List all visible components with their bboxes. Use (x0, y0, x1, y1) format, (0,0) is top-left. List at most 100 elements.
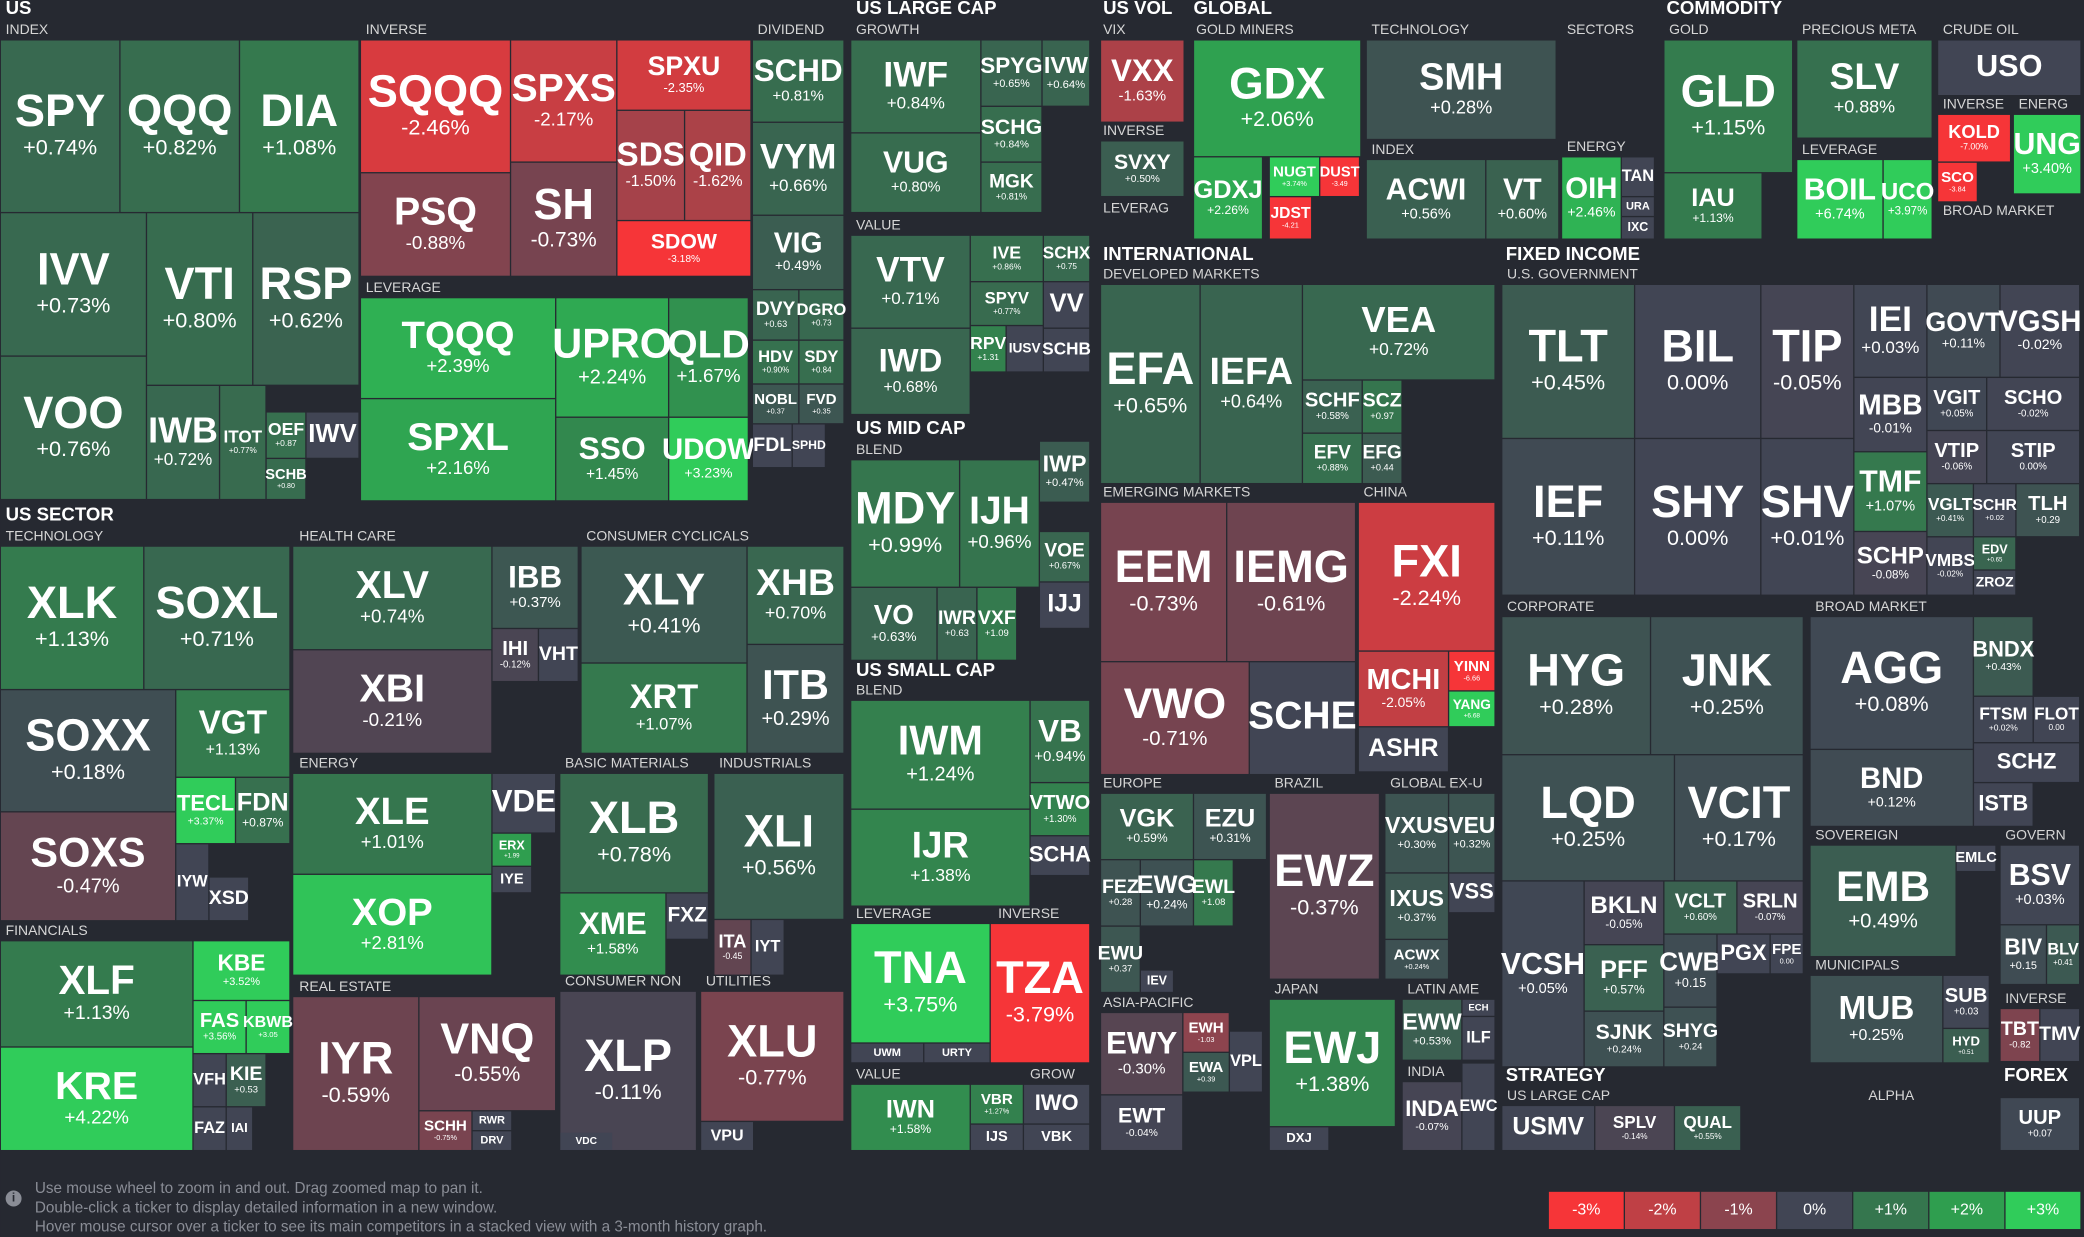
ticker-tile[interactable] (253, 213, 359, 385)
ticker-tile[interactable] (511, 162, 617, 276)
ticker-tile[interactable] (1927, 431, 1987, 483)
ticker-tile[interactable] (1761, 439, 1854, 595)
ticker-tile[interactable] (1101, 926, 1140, 992)
ticker-tile[interactable] (617, 40, 751, 110)
ticker-tile[interactable] (236, 777, 290, 844)
ticker-tile[interactable] (1320, 157, 1359, 196)
ticker-tile[interactable] (1974, 696, 2033, 743)
ticker-tile[interactable] (419, 1111, 472, 1150)
ticker-tile[interactable] (1635, 439, 1761, 595)
ticker-tile[interactable] (560, 893, 666, 975)
ticker-tile[interactable] (799, 384, 844, 424)
ticker-tile[interactable] (2016, 484, 2080, 537)
ticker-tile[interactable] (753, 290, 799, 340)
ticker-tile[interactable] (1883, 160, 1932, 239)
ticker-tile[interactable] (1269, 999, 1395, 1127)
ticker-tile[interactable] (492, 546, 578, 628)
ticker-tile[interactable] (1595, 1106, 1674, 1150)
ticker-tile[interactable] (1810, 975, 1943, 1063)
ticker-tile[interactable] (960, 460, 1039, 587)
ticker-tile[interactable] (1502, 617, 1650, 755)
ticker-tile[interactable] (193, 1054, 226, 1107)
ticker-tile[interactable] (851, 587, 937, 660)
ticker-tile[interactable] (1366, 160, 1486, 239)
ticker-tile[interactable] (2000, 925, 2046, 984)
ticker-tile[interactable] (1303, 285, 1495, 380)
ticker-tile[interactable] (1621, 157, 1654, 196)
ticker-tile[interactable] (799, 290, 844, 340)
ticker-tile[interactable] (701, 991, 844, 1121)
ticker-tile[interactable] (2000, 1009, 2040, 1061)
ticker-tile[interactable] (1675, 1106, 1741, 1150)
ticker-tile[interactable] (226, 1107, 253, 1150)
ticker-tile[interactable] (492, 833, 532, 866)
ticker-tile[interactable] (1927, 537, 1973, 595)
ticker-tile[interactable] (0, 941, 193, 1047)
ticker-tile[interactable] (2000, 1098, 2080, 1150)
ticker-tile[interactable] (1621, 217, 1654, 239)
ticker-tile[interactable] (176, 844, 209, 921)
ticker-tile[interactable] (1200, 285, 1302, 483)
ticker-tile[interactable] (1303, 433, 1362, 483)
ticker-tile[interactable] (1854, 378, 1927, 452)
ticker-tile[interactable] (144, 546, 290, 689)
ticker-tile[interactable] (981, 162, 1042, 212)
ticker-tile[interactable] (1974, 570, 2016, 595)
ticker-tile[interactable] (1101, 662, 1249, 774)
ticker-tile[interactable] (1854, 532, 1927, 595)
ticker-tile[interactable] (1974, 484, 2016, 537)
ticker-tile[interactable] (1385, 940, 1448, 979)
ticker-tile[interactable] (851, 133, 981, 212)
ticker-tile[interactable] (193, 941, 290, 1000)
ticker-tile[interactable] (1938, 40, 2081, 96)
ticker-tile[interactable] (1770, 934, 1803, 974)
ticker-tile[interactable] (937, 587, 977, 660)
ticker-tile[interactable] (2047, 925, 2080, 984)
ticker-tile[interactable] (1664, 40, 1793, 173)
ticker-tile[interactable] (0, 40, 120, 212)
ticker-tile[interactable] (970, 1084, 1023, 1124)
ticker-tile[interactable] (1974, 537, 2016, 570)
ticker-tile[interactable] (753, 215, 844, 289)
ticker-tile[interactable] (2033, 696, 2080, 743)
ticker-tile[interactable] (560, 1132, 613, 1150)
ticker-tile[interactable] (1101, 793, 1193, 859)
ticker-tile[interactable] (419, 997, 556, 1111)
ticker-tile[interactable] (1030, 836, 1090, 875)
ticker-tile[interactable] (193, 1001, 246, 1053)
ticker-tile[interactable] (1362, 380, 1402, 433)
ticker-tile[interactable] (1810, 845, 1956, 956)
ticker-tile[interactable] (990, 924, 1090, 1063)
ticker-tile[interactable] (1987, 378, 2080, 430)
ticker-tile[interactable] (851, 328, 970, 414)
ticker-tile[interactable] (1810, 617, 1973, 749)
ticker-tile[interactable] (1194, 793, 1266, 859)
ticker-tile[interactable] (0, 1047, 193, 1150)
ticker-tile[interactable] (924, 1043, 990, 1063)
ticker-tile[interactable] (1449, 691, 1495, 727)
ticker-tile[interactable] (851, 700, 1030, 809)
ticker-tile[interactable] (1927, 378, 1987, 430)
ticker-tile[interactable] (669, 298, 748, 417)
ticker-tile[interactable] (556, 417, 668, 501)
ticker-tile[interactable] (970, 1124, 1023, 1150)
ticker-tile[interactable] (1358, 651, 1448, 727)
ticker-tile[interactable] (970, 235, 1043, 282)
ticker-tile[interactable] (120, 40, 239, 212)
ticker-tile[interactable] (147, 213, 253, 385)
ticker-tile[interactable] (1737, 881, 1803, 934)
ticker-tile[interactable] (0, 213, 146, 356)
ticker-tile[interactable] (981, 40, 1042, 106)
ticker-tile[interactable] (193, 1107, 226, 1150)
ticker-tile[interactable] (1943, 1029, 1989, 1063)
ticker-tile[interactable] (714, 920, 751, 975)
ticker-tile[interactable] (1366, 40, 1556, 139)
ticker-tile[interactable] (1043, 235, 1090, 282)
ticker-tile[interactable] (472, 1131, 512, 1150)
ticker-tile[interactable] (1101, 1095, 1183, 1150)
ticker-tile[interactable] (556, 298, 668, 417)
ticker-tile[interactable] (1810, 750, 1973, 826)
ticker-tile[interactable] (970, 282, 1043, 325)
ticker-tile[interactable] (1761, 285, 1854, 438)
ticker-tile[interactable] (581, 546, 747, 663)
